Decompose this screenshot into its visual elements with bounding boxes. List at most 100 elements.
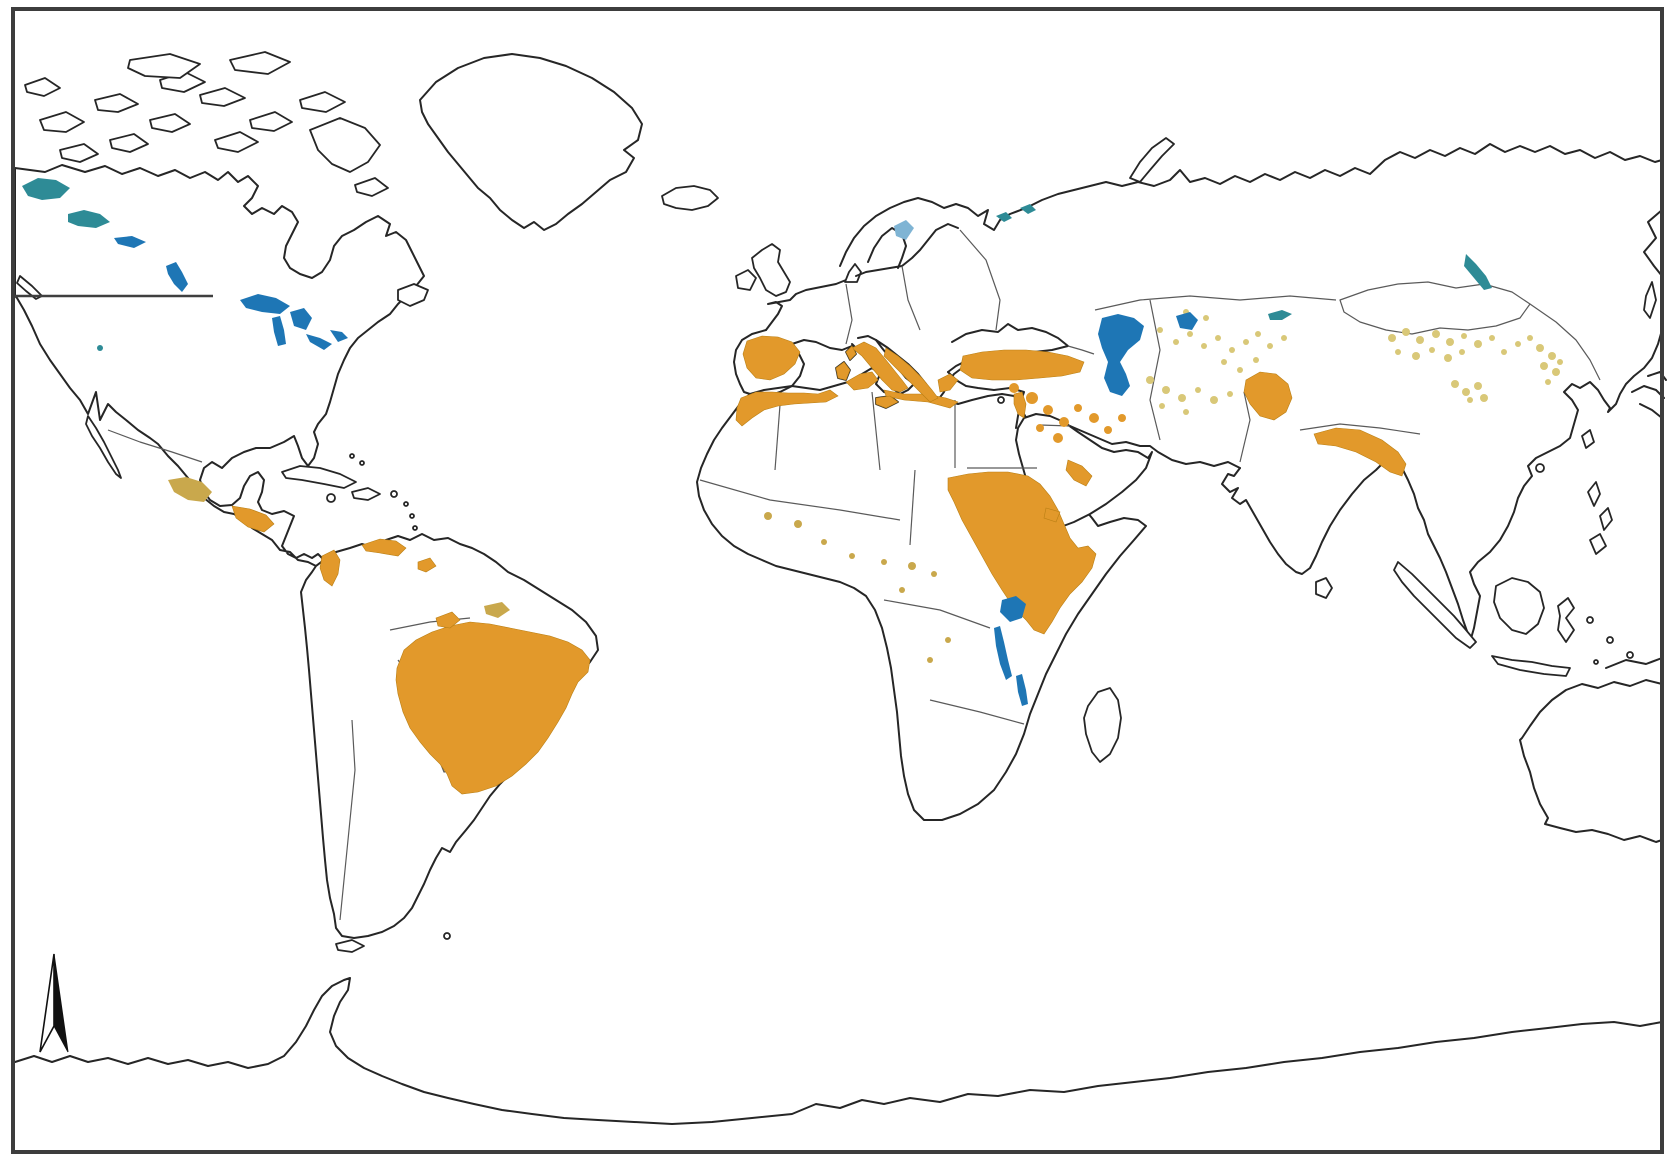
coast-novaya-zemlya <box>1129 137 1175 183</box>
highlight-brazil <box>395 621 591 795</box>
distribution-spot <box>1253 357 1259 363</box>
distribution-spot <box>945 637 951 643</box>
highlight-turkey <box>959 349 1085 381</box>
distribution-spot <box>1444 354 1452 362</box>
lake-balkhash <box>1268 310 1292 320</box>
distribution-spot <box>1036 424 1044 432</box>
highlight-sicily <box>875 395 899 409</box>
distribution-spot <box>1104 426 1112 434</box>
distribution-spot <box>1467 397 1473 403</box>
coast-baja <box>85 415 122 479</box>
highlight-kashmir <box>1243 371 1293 421</box>
distribution-spot <box>1545 379 1551 385</box>
lake-tanganyika <box>994 626 1012 680</box>
distribution-spot <box>1195 387 1201 393</box>
north-arrow-icon <box>39 953 69 1053</box>
distribution-spot <box>1429 347 1435 353</box>
distribution-spot <box>1203 315 1209 321</box>
distribution-spot <box>1009 383 1019 393</box>
distribution-spot <box>1536 344 1544 352</box>
coast-madagascar <box>1083 687 1122 763</box>
coast-northeast-asia <box>1643 209 1663 277</box>
distribution-spot <box>1540 362 1548 370</box>
distribution-spot <box>1221 359 1227 365</box>
distribution-spot <box>931 571 937 577</box>
map-frame <box>11 7 1664 1154</box>
coast-great-britain <box>751 243 791 297</box>
spot-layer-china <box>1388 328 1563 403</box>
distribution-spot <box>1074 404 1082 412</box>
highlight-venezuela <box>361 538 407 557</box>
highlight-corsica <box>845 345 857 361</box>
distribution-spot <box>1162 386 1170 394</box>
distribution-spot <box>1515 341 1521 347</box>
coast-vancouver-island <box>16 275 43 300</box>
distribution-spot <box>1059 417 1069 427</box>
spot-layer-sahel <box>764 512 951 663</box>
distribution-spot <box>1215 335 1221 341</box>
arctic-archipelago <box>24 51 389 197</box>
coast-baltic-south <box>855 223 959 277</box>
lake-michigan <box>272 316 286 346</box>
distribution-spot <box>821 539 827 545</box>
coast-taiwan <box>1581 429 1595 449</box>
coast-scandinavia-russia <box>839 143 1663 267</box>
distribution-spot <box>1474 382 1482 390</box>
distribution-spot <box>1210 396 1218 404</box>
coast-denmark <box>844 263 862 283</box>
highlight-libya-strip <box>883 389 959 409</box>
coast-greenland <box>419 53 643 231</box>
distribution-spot <box>1462 388 1470 396</box>
distribution-spot <box>764 512 772 520</box>
coast-japan-south <box>1639 403 1663 419</box>
highlight-guyana-patch <box>417 557 437 573</box>
distribution-spot <box>908 562 916 570</box>
distribution-spot <box>1489 335 1495 341</box>
coast-sri-lanka <box>1315 577 1333 599</box>
highlight-greece <box>937 373 959 393</box>
distribution-spot <box>1480 394 1488 402</box>
lake-great-slave <box>68 210 110 228</box>
distribution-spot <box>1459 349 1465 355</box>
coast-atlantic-europe <box>765 279 847 331</box>
lake-ontario <box>330 330 348 342</box>
coast-tierra-del-fuego <box>335 939 365 953</box>
coast-cyprus <box>997 396 1005 404</box>
highlight-levant <box>1013 391 1027 419</box>
distribution-spot <box>97 345 103 351</box>
distribution-spot <box>1183 409 1189 415</box>
highlight-sw-arabia <box>1065 459 1093 487</box>
distribution-spot <box>1281 335 1287 341</box>
highlight-ganges-bangladesh <box>1313 427 1407 477</box>
distribution-spot <box>1173 339 1179 345</box>
distribution-spot <box>1395 349 1401 355</box>
distribution-spot <box>794 520 802 528</box>
distribution-spot <box>1474 340 1482 348</box>
spot-layer-iran <box>1009 383 1126 443</box>
caribbean-islands <box>281 453 418 531</box>
distribution-spot <box>849 553 855 559</box>
distribution-spot <box>1446 338 1454 346</box>
caucasus-line <box>1067 345 1095 355</box>
distribution-spot <box>1255 331 1261 337</box>
distribution-spot <box>1159 403 1165 409</box>
spot-layer-afghan <box>1146 376 1233 415</box>
distribution-spot <box>1229 347 1235 353</box>
distribution-spot <box>1388 334 1396 342</box>
coast-philippines <box>1587 481 1613 555</box>
coast-iran-makran <box>1069 425 1241 469</box>
distribution-spot <box>1237 367 1243 373</box>
distribution-spot <box>1043 405 1053 415</box>
distribution-spot <box>1552 368 1560 376</box>
coast-hainan <box>1535 463 1545 473</box>
lake-baikal <box>1464 254 1492 290</box>
lake-athabasca <box>114 236 146 248</box>
distribution-spot <box>1053 433 1063 443</box>
distribution-spot <box>1187 331 1193 337</box>
distribution-spot <box>1227 391 1233 397</box>
distribution-spot <box>1157 327 1163 333</box>
coast-indonesia <box>1393 561 1663 677</box>
lake-onega <box>1020 204 1036 214</box>
